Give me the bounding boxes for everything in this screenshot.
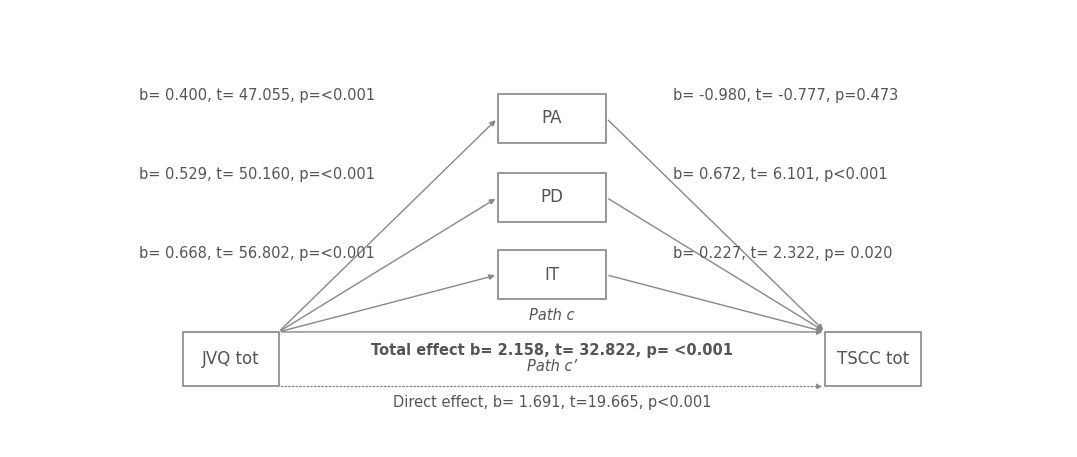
Text: TSCC tot: TSCC tot xyxy=(837,350,909,368)
FancyBboxPatch shape xyxy=(498,94,606,143)
Text: b= 0.672, t= 6.101, p<0.001: b= 0.672, t= 6.101, p<0.001 xyxy=(673,167,887,182)
Text: b= 0.400, t= 47.055, p=<0.001: b= 0.400, t= 47.055, p=<0.001 xyxy=(139,88,375,103)
FancyBboxPatch shape xyxy=(498,250,606,299)
Text: b= 0.529, t= 50.160, p=<0.001: b= 0.529, t= 50.160, p=<0.001 xyxy=(139,167,375,182)
Text: b= -0.980, t= -0.777, p=0.473: b= -0.980, t= -0.777, p=0.473 xyxy=(673,88,898,103)
Text: Path c’: Path c’ xyxy=(527,359,577,374)
FancyBboxPatch shape xyxy=(183,332,279,387)
Text: b= 0.668, t= 56.802, p=<0.001: b= 0.668, t= 56.802, p=<0.001 xyxy=(139,246,375,261)
Text: PD: PD xyxy=(541,188,563,207)
Text: IT: IT xyxy=(544,266,560,284)
FancyBboxPatch shape xyxy=(498,173,606,222)
Text: JVQ tot: JVQ tot xyxy=(201,350,260,368)
Text: Path c: Path c xyxy=(529,308,575,323)
FancyBboxPatch shape xyxy=(825,332,921,387)
Text: Direct effect, b= 1.691, t=19.665, p<0.001: Direct effect, b= 1.691, t=19.665, p<0.0… xyxy=(393,395,711,410)
Text: Total effect b= 2.158, t= 32.822, p= <0.001: Total effect b= 2.158, t= 32.822, p= <0.… xyxy=(370,343,733,358)
Text: PA: PA xyxy=(542,109,562,127)
Text: b= 0.227, t= 2.322, p= 0.020: b= 0.227, t= 2.322, p= 0.020 xyxy=(673,246,893,261)
